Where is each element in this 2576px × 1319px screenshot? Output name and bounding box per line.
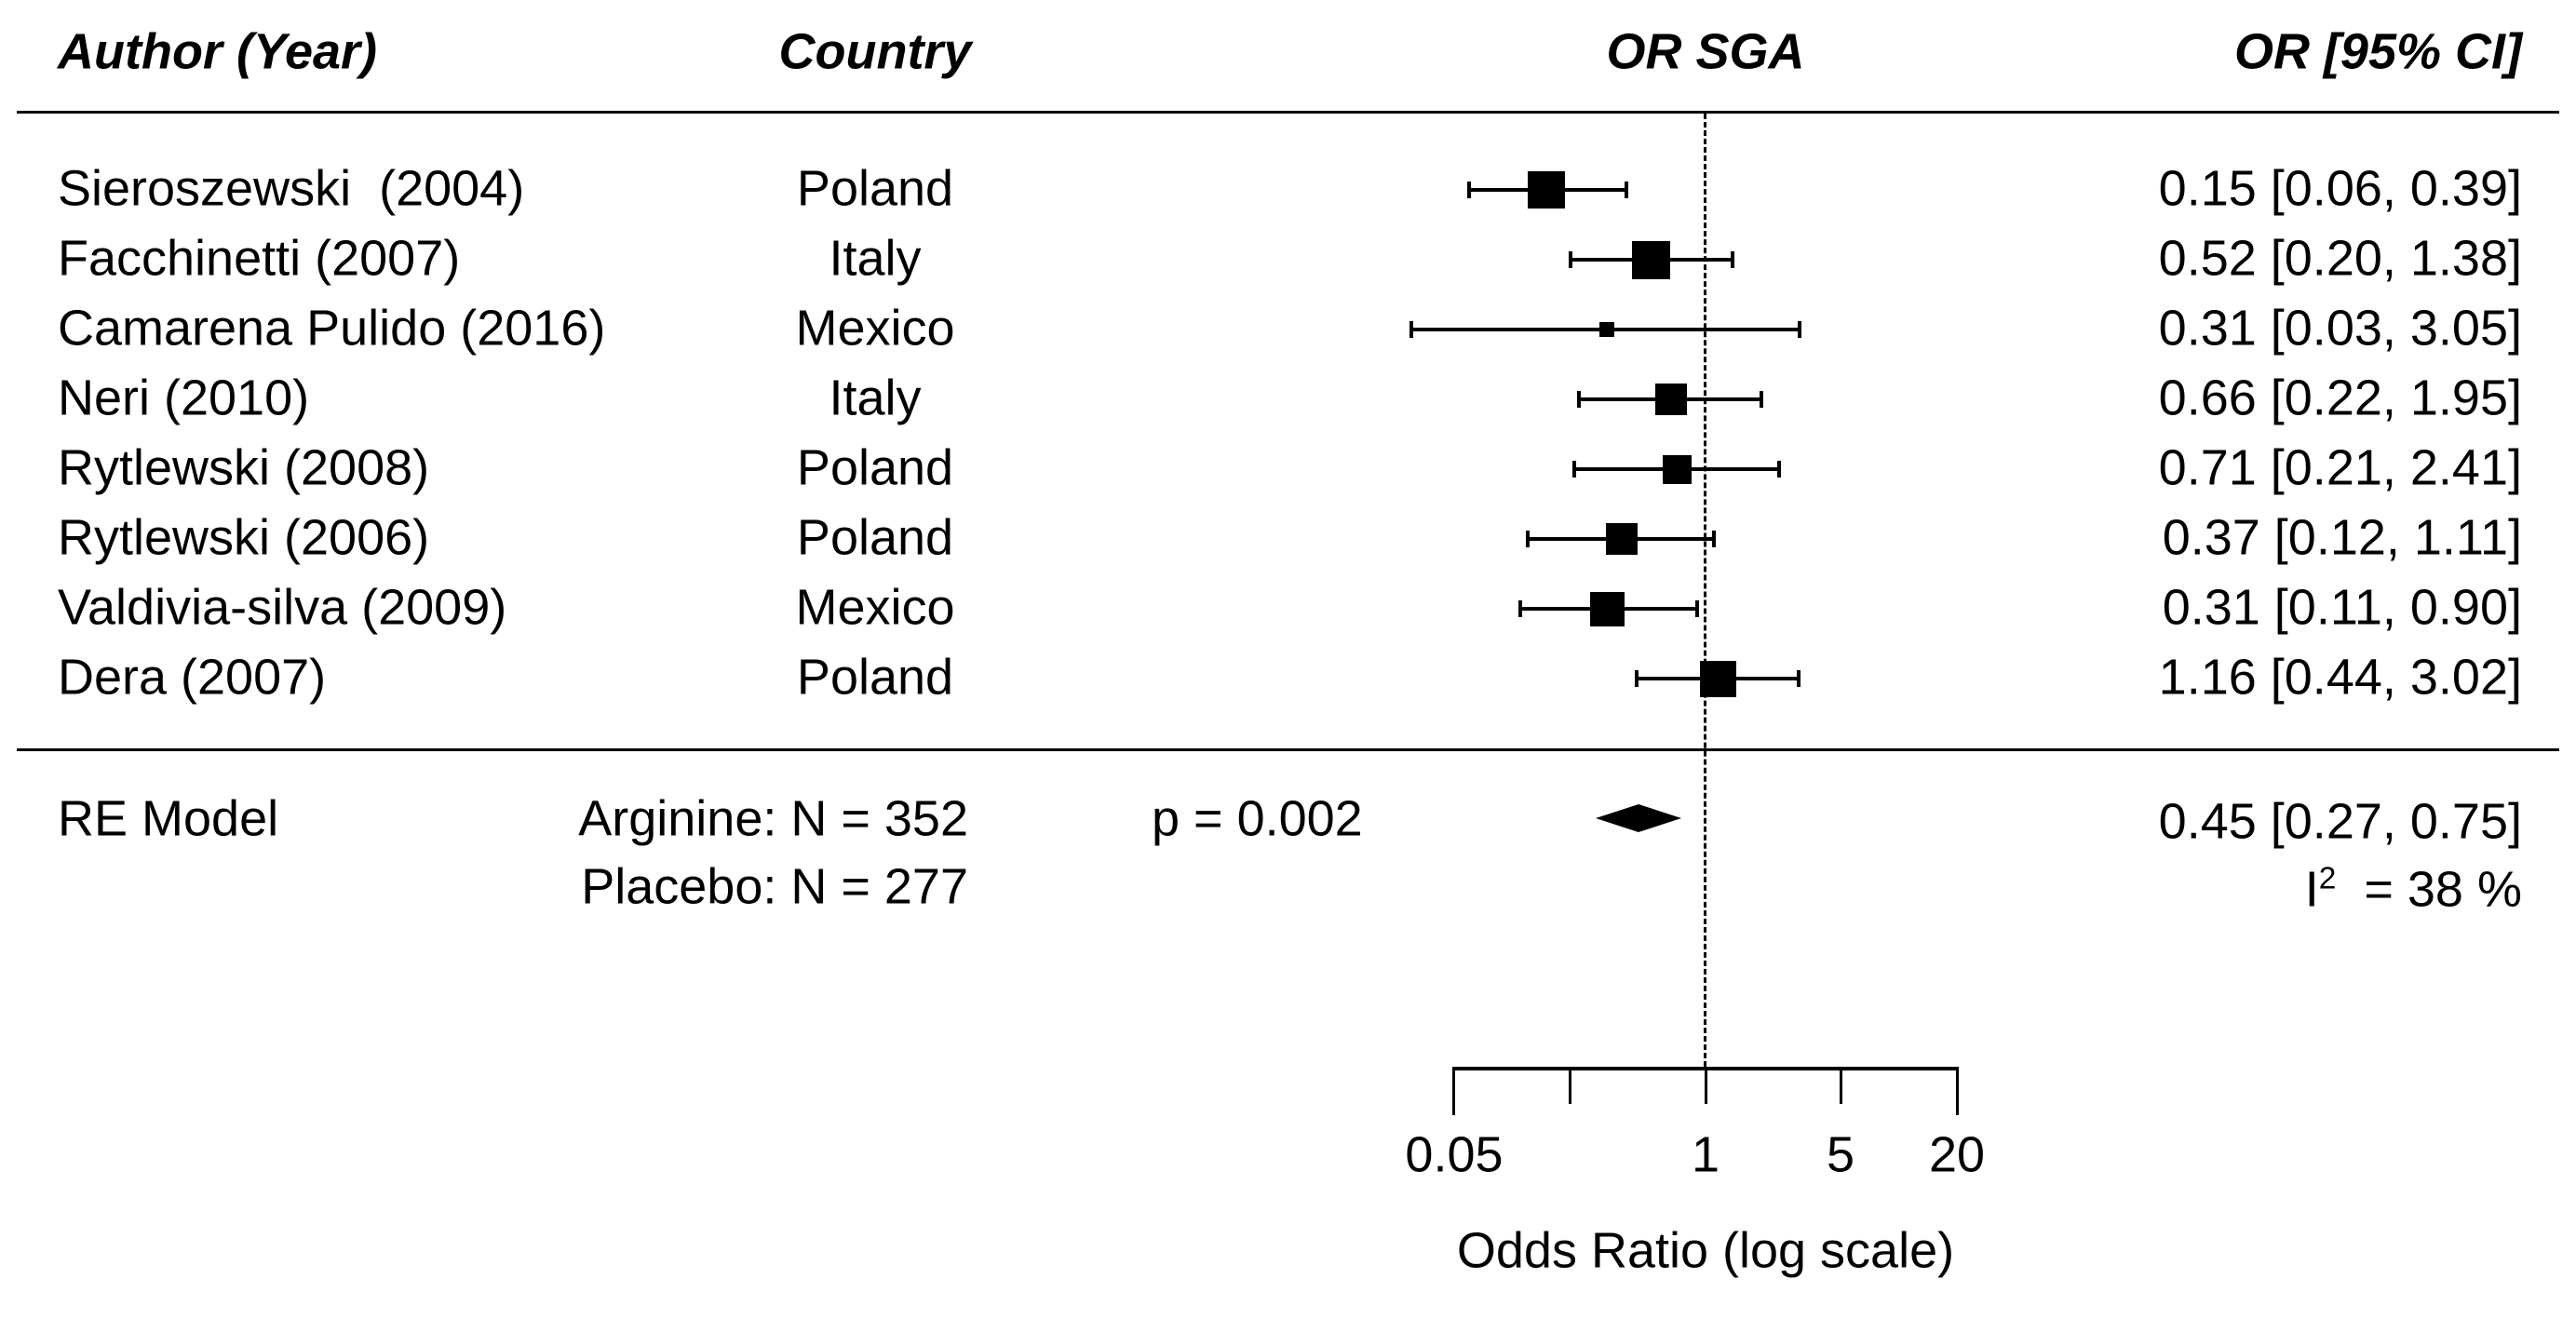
x-axis-tick [1569, 1067, 1572, 1104]
ci-cap-right [1797, 321, 1801, 338]
x-axis-tick [1839, 1067, 1842, 1104]
x-axis-title: Odds Ratio (log scale) [1456, 1222, 1955, 1279]
x-axis-tick [1452, 1067, 1456, 1115]
x-axis-tick-label: 20 [1928, 1126, 1986, 1183]
study-country: Poland [796, 649, 954, 706]
study-author: Dera (2007) [58, 649, 327, 706]
ci-cap-left [1568, 251, 1572, 268]
i2-exponent: 2 [2318, 861, 2337, 896]
study-ci: 0.52 [0.20, 1.38] [2158, 230, 2522, 287]
or-square [1589, 591, 1625, 626]
study-ci: 0.31 [0.03, 3.05] [2158, 300, 2522, 357]
study-author: Rytlewski (2006) [58, 509, 430, 566]
x-axis-tick-label: 1 [1691, 1126, 1720, 1183]
study-ci: 0.15 [0.06, 0.39] [2158, 160, 2522, 217]
summary-ci: 0.45 [0.27, 0.75] [2158, 793, 2522, 850]
summary-arginine-n: Arginine: N = 352 [578, 790, 968, 847]
ci-cap-right [1712, 531, 1717, 547]
column-header-author: Author (Year) [58, 23, 378, 80]
x-axis-tick [1955, 1067, 1959, 1115]
or-square [1699, 660, 1736, 697]
study-ci: 0.31 [0.11, 0.90] [2162, 579, 2522, 636]
ci-cap-left [1576, 391, 1581, 408]
column-header-or-sga: OR SGA [1606, 23, 1805, 80]
study-country: Italy [829, 370, 922, 426]
study-author: Rytlewski (2008) [58, 439, 430, 496]
or-square [1528, 171, 1565, 209]
ci-cap-left [1467, 182, 1472, 198]
study-author: Valdivia-silva (2009) [58, 579, 507, 636]
or-square [1631, 240, 1670, 279]
x-axis-tick-label: 5 [1827, 1126, 1855, 1183]
ci-cap-left [1525, 531, 1530, 547]
header-separator-line [17, 111, 2559, 114]
summary-label: RE Model [58, 790, 279, 847]
study-ci: 0.37 [0.12, 1.11] [2162, 509, 2522, 566]
study-country: Poland [796, 439, 954, 496]
study-country: Italy [829, 230, 922, 287]
study-country: Poland [796, 509, 954, 566]
summary-i2: I2 = 38 % [2305, 861, 2522, 919]
or-square [1606, 523, 1639, 555]
column-header-country: Country [778, 23, 972, 80]
x-axis-tick [1704, 1067, 1707, 1104]
ci-cap-left [1635, 670, 1639, 687]
summary-diamond [1595, 804, 1682, 832]
i2-symbol: I [2304, 861, 2319, 918]
or-square [1599, 322, 1615, 337]
study-author: Facchinetti (2007) [58, 230, 461, 287]
or-square [1662, 454, 1692, 484]
study-ci: 0.71 [0.21, 2.41] [2158, 439, 2522, 496]
study-country: Mexico [795, 300, 955, 357]
study-ci: 0.66 [0.22, 1.95] [2158, 370, 2522, 426]
ci-cap-right [1760, 391, 1764, 408]
reference-line-or-1 [1704, 114, 1706, 1067]
study-author: Camarena Pulido (2016) [58, 300, 606, 357]
study-country: Mexico [795, 579, 955, 636]
ci-cap-right [1625, 182, 1629, 198]
or-square [1654, 384, 1687, 415]
ci-cap-left [1409, 321, 1413, 338]
i2-value: = 38 % [2336, 861, 2522, 918]
ci-cap-left [1572, 461, 1577, 478]
ci-cap-left [1518, 600, 1523, 617]
study-author: Neri (2010) [58, 370, 310, 426]
ci-cap-right [1694, 600, 1699, 617]
ci-cap-right [1796, 670, 1801, 687]
ci-cap-right [1777, 461, 1782, 478]
study-ci: 1.16 [0.44, 3.02] [2158, 649, 2522, 706]
column-header-or-ci: OR [95% CI] [2233, 23, 2522, 80]
study-author: Sieroszewski (2004) [58, 160, 525, 217]
study-country: Poland [796, 160, 954, 217]
summary-separator-line [17, 748, 2559, 751]
ci-cap-right [1731, 251, 1735, 268]
summary-p-value: p = 0.002 [1152, 790, 1363, 847]
summary-placebo-n: Placebo: N = 277 [581, 858, 968, 915]
x-axis-tick-label: 0.05 [1405, 1126, 1504, 1183]
